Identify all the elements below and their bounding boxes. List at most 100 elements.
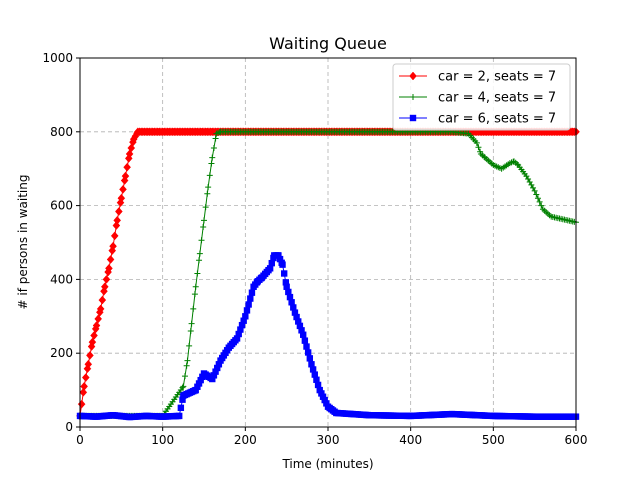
legend-marker	[410, 94, 416, 100]
data-point	[473, 139, 480, 146]
data-point	[296, 322, 304, 330]
data-point	[247, 295, 254, 302]
data-point	[536, 198, 543, 205]
data-point	[197, 376, 204, 384]
legend-item: car = 6, seats = 7	[399, 112, 556, 127]
data-point	[77, 399, 86, 409]
data-point	[283, 283, 290, 290]
data-point	[194, 270, 201, 277]
data-point	[301, 337, 309, 344]
y-tick-label: 600	[50, 199, 73, 213]
data-point	[295, 318, 302, 325]
data-point	[123, 162, 131, 172]
data-point	[237, 326, 244, 333]
y-tick-label: 0	[65, 420, 73, 434]
data-point	[199, 373, 206, 381]
data-point	[202, 204, 209, 211]
data-point	[300, 331, 307, 338]
x-tick-label: 200	[234, 433, 257, 447]
x-tick-label: 0	[76, 433, 84, 447]
data-point	[94, 314, 103, 324]
data-point	[196, 257, 203, 264]
data-point	[309, 366, 317, 373]
data-point	[214, 364, 221, 372]
y-tick-label: 400	[50, 272, 73, 286]
data-point	[313, 376, 320, 383]
legend-item: car = 4, seats = 7	[399, 91, 556, 106]
data-point	[268, 259, 275, 267]
data-point	[206, 172, 213, 179]
data-point	[210, 145, 217, 152]
data-point	[286, 293, 294, 301]
data-point	[316, 386, 323, 394]
data-point	[194, 383, 201, 390]
x-tick-label: 100	[151, 433, 174, 447]
data-point	[318, 390, 325, 397]
data-point	[181, 373, 188, 380]
data-point	[188, 320, 195, 327]
data-point	[538, 202, 545, 209]
legend-label: car = 2, seats = 7	[438, 70, 556, 85]
data-point	[183, 362, 190, 369]
data-point	[205, 184, 212, 191]
data-point	[304, 349, 312, 356]
x-tick-label: 500	[482, 433, 505, 447]
data-point	[280, 270, 288, 277]
data-point	[102, 275, 111, 284]
data-point	[240, 317, 247, 324]
data-point	[266, 265, 274, 272]
data-point	[531, 187, 538, 194]
data-point	[109, 241, 117, 251]
data-point	[191, 291, 198, 298]
data-point	[119, 184, 127, 194]
data-point	[209, 375, 216, 383]
legend-marker	[409, 71, 417, 81]
data-point	[208, 160, 215, 167]
data-point	[242, 313, 249, 320]
legend-label: car = 4, seats = 7	[438, 91, 556, 106]
data-point	[303, 343, 310, 350]
data-point	[210, 372, 218, 379]
data-point	[195, 380, 203, 387]
data-point	[86, 351, 94, 360]
data-point	[319, 393, 327, 400]
data-point	[285, 288, 292, 296]
data-point	[321, 396, 328, 404]
data-point	[90, 331, 98, 340]
data-point	[212, 368, 219, 375]
data-point	[298, 327, 305, 334]
data-point	[192, 283, 199, 290]
x-tick-label: 300	[317, 433, 340, 447]
data-point	[288, 299, 295, 306]
data-point	[306, 355, 314, 362]
legend-item: car = 2, seats = 7	[399, 70, 556, 85]
data-point	[475, 144, 482, 151]
data-point	[311, 371, 318, 378]
data-point	[291, 309, 299, 316]
data-point	[212, 135, 219, 142]
data-point	[198, 237, 205, 244]
data-point	[314, 381, 322, 389]
data-point	[96, 304, 105, 314]
x-axis-label: Time (minutes)	[281, 457, 373, 471]
data-point	[201, 217, 207, 224]
y-tick-label: 200	[50, 346, 73, 360]
series-3	[76, 252, 580, 421]
data-point	[282, 279, 290, 286]
legend-box	[392, 63, 571, 131]
y-tick-label: 1000	[42, 51, 73, 65]
data-point	[80, 382, 88, 391]
data-point	[215, 361, 223, 368]
x-tick-label: 400	[399, 433, 422, 447]
data-point	[533, 191, 540, 198]
data-point	[88, 337, 97, 347]
data-point	[81, 373, 90, 382]
data-point	[115, 207, 123, 216]
data-point	[276, 255, 284, 263]
data-point	[176, 412, 183, 420]
data-point	[180, 383, 187, 390]
data-point	[113, 215, 122, 225]
data-point	[116, 198, 125, 208]
data-point	[121, 171, 130, 181]
legend: car = 2, seats = 7 car = 4, seats = 7 car …	[392, 63, 571, 131]
